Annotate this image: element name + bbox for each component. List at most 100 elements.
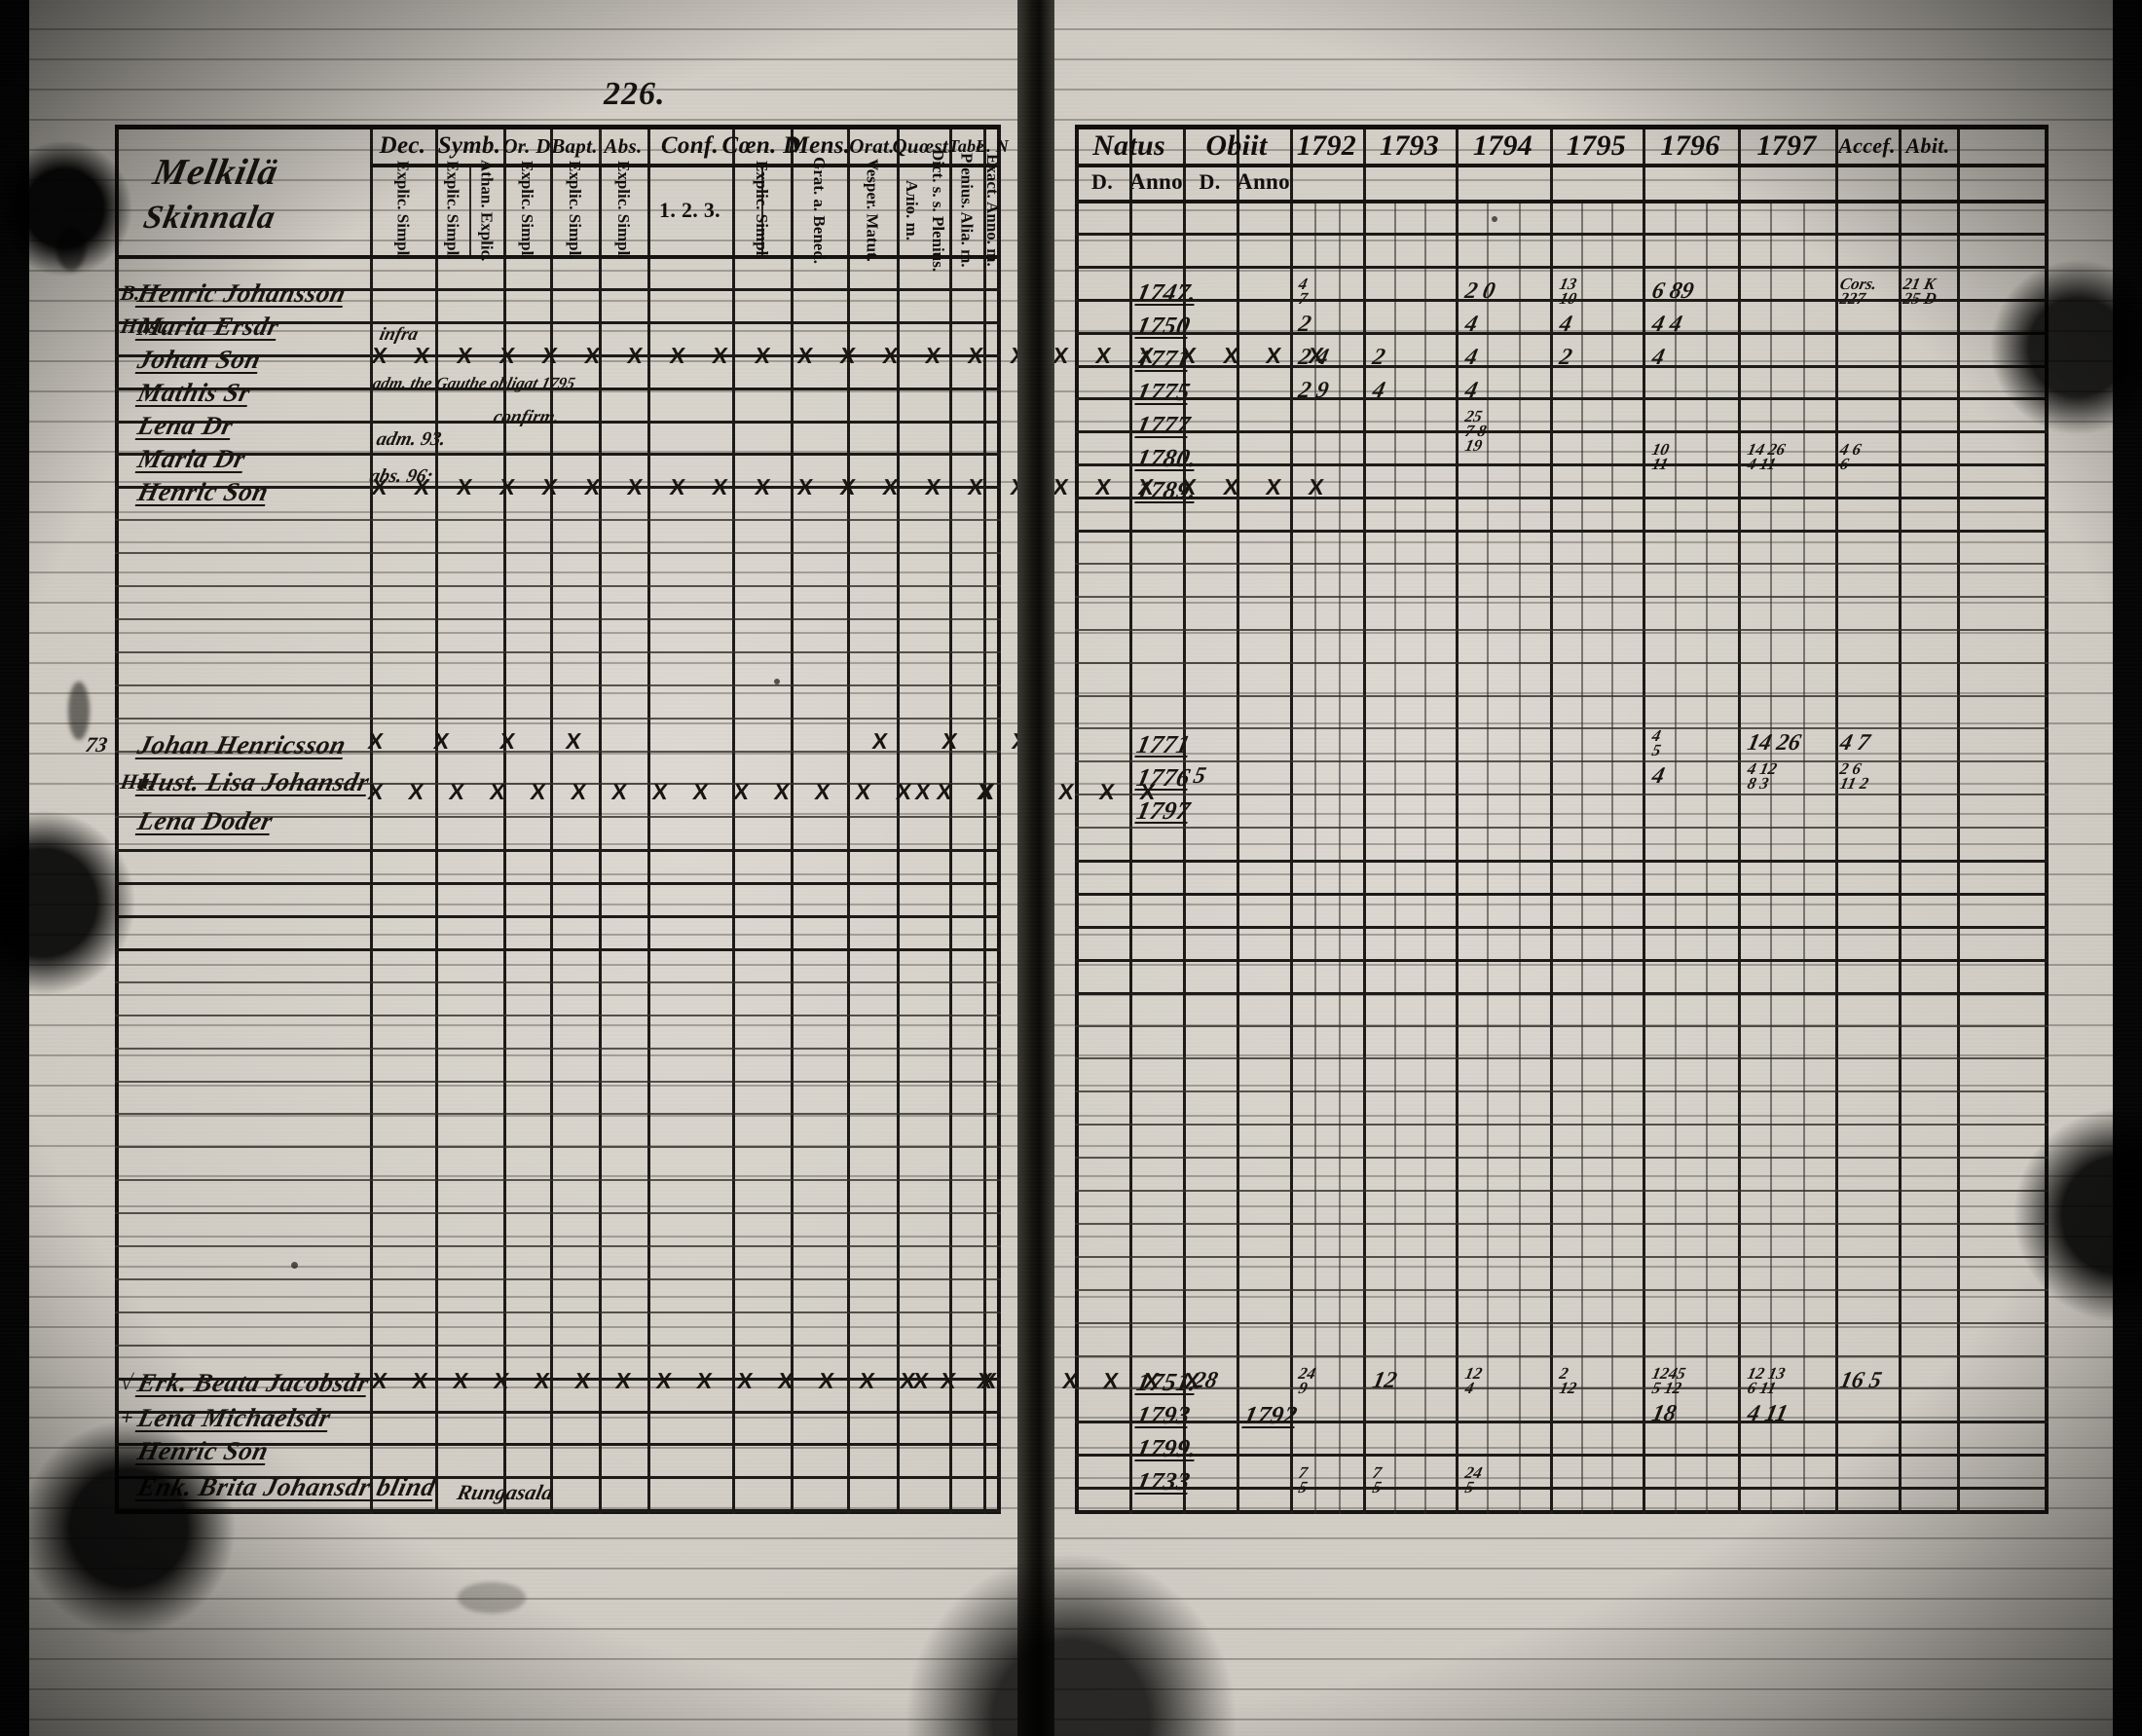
right-table-row-divider [1075, 562, 2049, 565]
bot-natus-anno: 1793 [1134, 1400, 1194, 1429]
right-table-row-divider [1075, 430, 2049, 434]
top-cell-1797: 4 11 [1746, 454, 1778, 473]
mid-natus-anno: 1776 [1134, 762, 1194, 792]
left-table-row-divider [115, 1146, 1001, 1149]
left-col-subheader-12: Plenius. Alia. m. [957, 153, 977, 268]
bot-natus-anno: 1733 [1134, 1466, 1194, 1496]
right-table-row-divider [1075, 1222, 2049, 1225]
top-cell-1796: 6 89 [1649, 278, 1696, 304]
left-col-header-abs: Abs. [604, 133, 643, 158]
top-accef: 227 [1838, 289, 1867, 308]
note-confirm: confirm. [491, 407, 562, 427]
person-name: Erk. Beata Jacobsdr [134, 1368, 373, 1397]
left-table-column-divider [503, 125, 506, 1514]
left-col-subheader-6: 1. 2. 3. [659, 198, 720, 222]
left-col-subheader-7: Explic. Simpl. [753, 161, 771, 260]
top-cell-1796: 4 4 [1649, 311, 1684, 337]
top-natus-anno: 1789. [1134, 476, 1200, 505]
top-cell-1794: 4 [1462, 344, 1480, 370]
right-col-header-accef: Accef. [1838, 133, 1896, 158]
left-table-row-divider [115, 1179, 1001, 1182]
left-col-subheader-3: Explic. Simpl. [518, 161, 536, 260]
left-table-row-divider [115, 585, 1001, 587]
left-col-header-ord: Or. D [502, 133, 551, 158]
left-table-column-divider [791, 125, 794, 1514]
left-col-header-orat: Orat. [849, 133, 895, 158]
bot-cell-1793: 12 [1370, 1368, 1399, 1393]
person-name: Johan Henricsson [134, 730, 350, 759]
top-cell-1793: 4 [1370, 377, 1387, 403]
person-name: Mathis Sr [134, 378, 254, 407]
right-table-row-divider [1075, 1454, 2049, 1458]
top-cell-1794: 2 0 [1462, 278, 1497, 304]
speck-3 [1492, 216, 1497, 222]
person-name: Johan Son [134, 345, 264, 374]
bot-cell-1796: 5 12 [1650, 1379, 1683, 1397]
top-cell-1792: 2 4 [1296, 344, 1331, 370]
top-cell-1793: 2 [1370, 344, 1387, 370]
top-cell-1796: 11 [1650, 454, 1671, 473]
right-table-row-divider [1075, 1157, 2049, 1160]
right-table-row-divider [1075, 595, 2049, 598]
left-col-subheader-2: Athan. Explic. [477, 159, 497, 262]
right-subheader-natus-d: D. [1091, 169, 1113, 194]
left-col-header-dec: Dec. [379, 132, 426, 159]
left-table-row-divider [115, 915, 1001, 918]
person-name: Lena Michaelsdr [134, 1403, 334, 1432]
right-table-row-divider [1075, 991, 2049, 995]
right-table-row-divider [1075, 860, 2049, 863]
left-col-subheader-5: Explic. Simpl. [614, 161, 633, 260]
right-table-row-divider [1075, 827, 2049, 830]
right-col-header-obiit: Obiit [1205, 129, 1268, 162]
left-table-row-divider [115, 1344, 1001, 1347]
left-table-column-divider [550, 125, 553, 1514]
left-col-subheader-11: Dict. s. s. Plenius. [929, 148, 947, 273]
person-name: Enk. Brita Johansdr blind [134, 1472, 439, 1501]
right-table-row-divider [1075, 1024, 2049, 1027]
bot-accef: 16 5 [1837, 1368, 1884, 1393]
right-table-row-divider [1075, 1321, 2049, 1324]
right-table-row-divider [1075, 1090, 2049, 1093]
mid-cell-1797: 14 26 [1745, 730, 1803, 756]
bot-cell-1796: 18 [1649, 1400, 1679, 1426]
left-table-column-divider [949, 125, 952, 1514]
speck-1 [291, 1262, 298, 1269]
left-table-row-divider [115, 1245, 1001, 1247]
left-col-header-cnd: Cœn. D [721, 132, 801, 159]
left-table-row-divider [115, 1113, 1001, 1116]
bot-cell-1793: 5 [1371, 1477, 1384, 1496]
note-infra: infra [377, 324, 421, 345]
top-natus-anno: 1750 [1134, 311, 1194, 340]
bot-cell-1797: 4 11 [1745, 1400, 1791, 1426]
village-heading-line2: Skinnala [140, 200, 279, 236]
top-cell-1796: 4 [1649, 344, 1667, 370]
top-natus-anno: 1775 [1134, 377, 1194, 406]
note-adm-93: adm. 93. [374, 428, 449, 450]
row-marker: 73 [83, 732, 110, 757]
right-col-header-1792: 1792 [1296, 129, 1357, 162]
right-header-bottom-rule [1075, 200, 2049, 203]
left-table-row-divider [115, 717, 1001, 720]
left-table-row-divider [115, 617, 1001, 620]
xmark-row-johan-henricsson: X X X X [366, 728, 606, 754]
left-table-row-divider [115, 1080, 1001, 1083]
left-col-subheader-0: Explic. Simpl. [393, 161, 413, 260]
speck-2 [774, 679, 780, 684]
xmark-row-beata-right: X X [911, 1368, 1016, 1393]
bot-obiit-day: 28 [1191, 1368, 1220, 1393]
left-col-header-symb: Symb. [437, 132, 501, 159]
right-table-row-divider [1075, 794, 2049, 796]
right-col-header-1795: 1795 [1566, 129, 1627, 162]
person-name: Henric Son [134, 1436, 272, 1465]
note-abs-96: abs. 96: [367, 465, 436, 487]
left-table-row-divider [115, 1311, 1001, 1313]
foxing-blemish [458, 1582, 526, 1613]
mid-cell-1796: 4 [1649, 762, 1667, 789]
right-table-row-divider [1075, 1255, 2049, 1258]
right-table-row-divider [1075, 694, 2049, 697]
right-table-row-divider [1075, 530, 2049, 533]
left-table-column-divider [983, 125, 986, 1514]
mid-cell-1796: 5 [1650, 741, 1663, 759]
top-cell-1795: 2 [1557, 344, 1574, 370]
mid-cell-1797: 8 3 [1746, 773, 1771, 793]
